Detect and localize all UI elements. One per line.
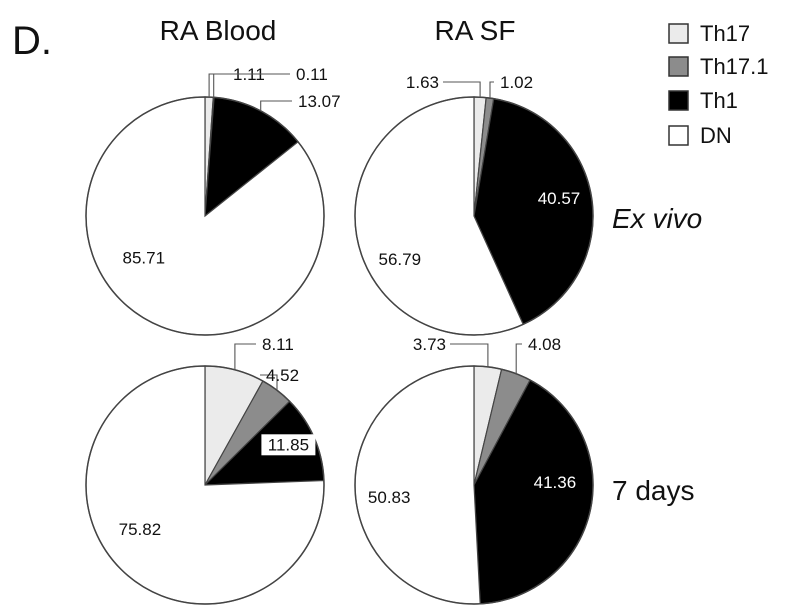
row-label-ex-vivo: Ex vivo	[612, 203, 702, 234]
data-label-th1: 11.85	[268, 435, 309, 454]
legend-label-th1: Th1	[700, 88, 738, 113]
panel-letter: D.	[12, 19, 52, 63]
leader-line	[208, 73, 227, 98]
legend-item-th1: Th1	[668, 88, 738, 113]
data-label-th17-1: 4.08	[528, 335, 561, 354]
data-label-th17: 1.63	[406, 73, 439, 92]
leader-line	[260, 100, 292, 111]
slice-dn	[354, 365, 481, 605]
leader-line	[489, 81, 494, 99]
data-label-dn: 75.82	[119, 520, 162, 539]
legend-swatch-th1	[668, 90, 689, 111]
leader-line	[515, 343, 522, 374]
legend-swatch-dn	[668, 125, 689, 146]
leader-line	[260, 374, 278, 391]
data-label-th1: 41.36	[534, 473, 577, 492]
legend-swatch-th17-1	[668, 56, 689, 77]
row-label-7-days: 7 days	[612, 475, 695, 506]
data-label-th17: 3.73	[413, 335, 446, 354]
data-label-th17-1: 4.52	[266, 366, 299, 385]
legend-label-dn: DN	[700, 123, 732, 148]
data-label-dn: 50.83	[368, 488, 411, 507]
leader-line	[234, 343, 256, 370]
legend-item-th17-1: Th17.1	[668, 54, 769, 79]
data-label-th17-1: 0.11	[296, 65, 328, 84]
data-label-th1: 13.07	[298, 92, 341, 111]
data-label-dn: 56.79	[379, 250, 422, 269]
pie-outline	[354, 365, 594, 605]
leader-line	[450, 343, 489, 367]
pie-outline	[354, 96, 594, 336]
legend: Th17 Th17.1 Th1 DN	[668, 21, 769, 148]
data-label-th17-1: 1.02	[500, 73, 533, 92]
legend-swatch-th17	[668, 23, 689, 44]
pie-2: 1.63 1.02 40.57 56.79	[354, 73, 594, 336]
label-backing	[261, 434, 316, 456]
pie-3: 8.11 4.52 11.85 75.82	[85, 335, 325, 605]
data-label-dn: 85.71	[123, 248, 166, 267]
leader-line	[443, 81, 481, 98]
data-label-th1: 40.57	[538, 189, 581, 208]
legend-label-th17-1: Th17.1	[700, 54, 769, 79]
pie-4: 3.73 4.08 41.36 50.83	[354, 335, 594, 605]
pie-outline	[85, 365, 325, 605]
leader-line	[213, 73, 290, 98]
pie-outline	[85, 96, 325, 336]
legend-item-dn: DN	[668, 123, 732, 148]
legend-item-th17: Th17	[668, 21, 750, 46]
legend-label-th17: Th17	[700, 21, 750, 46]
data-label-th17: 8.11	[262, 335, 294, 354]
column-title-ra-sf: RA SF	[435, 15, 516, 46]
column-title-ra-blood: RA Blood	[160, 15, 277, 46]
